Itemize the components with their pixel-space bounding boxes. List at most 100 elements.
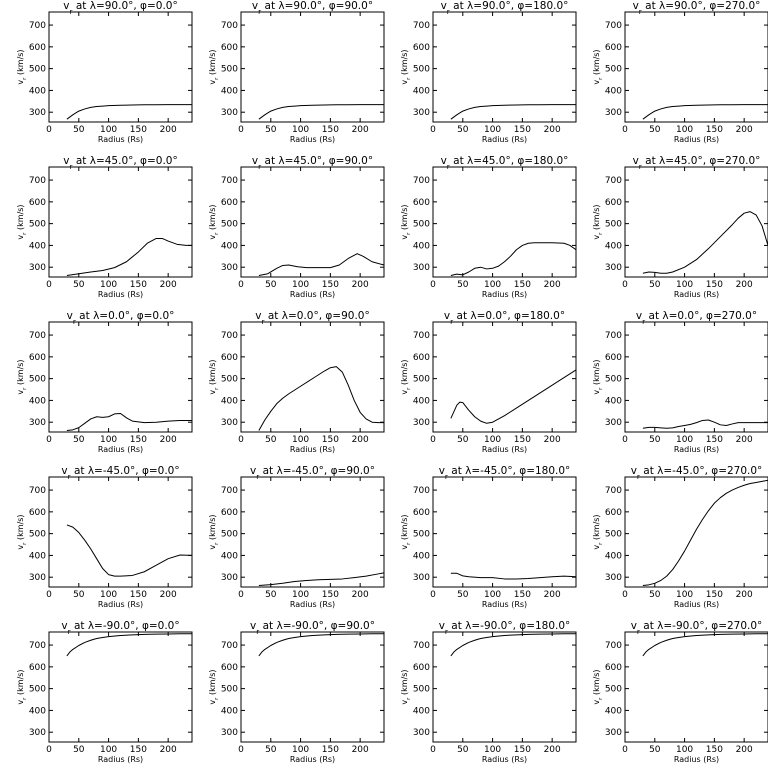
panel-title-subscript: r xyxy=(69,7,73,16)
panel-11: vr at λ=0.0°, φ=180.0°0 50 100 150 200300400… xyxy=(400,310,577,454)
x-axis-label: Radius (Rs) xyxy=(98,135,143,144)
series-line xyxy=(642,211,768,274)
x-tick-label: 0 xyxy=(238,435,244,445)
y-axis-label-rest: (km/s) xyxy=(592,669,601,697)
x-tick-label: 150 xyxy=(514,125,531,135)
panel-title-subscript: r xyxy=(258,162,262,171)
panel-20: vr at λ=-90.0°, φ=270.0°0 50 100 150 2003004… xyxy=(592,620,768,764)
series-line xyxy=(66,237,192,276)
panel-title-var: v xyxy=(441,0,447,12)
y-axis-label: vr (km/s) xyxy=(592,514,604,549)
panel-title-rest: at λ=0.0°, φ=270.0° xyxy=(645,310,757,322)
y-tick-label: 300 xyxy=(413,418,430,428)
y-tick-label: 500 xyxy=(221,375,238,385)
y-tick-label: 300 xyxy=(221,728,238,738)
y-axis-label-rest: (km/s) xyxy=(208,669,217,697)
panel-6: vr at λ=45.0°, φ=90.0°0 50 100 150 200300400… xyxy=(208,155,385,299)
x-axis-label: Radius (Rs) xyxy=(290,755,335,764)
x-axis-label: Radius (Rs) xyxy=(482,445,527,454)
panel-2: vr at λ=90.0°, φ=90.0°0 50 100 150 200300400… xyxy=(208,0,385,144)
y-axis-label-subscript: r xyxy=(214,77,220,80)
x-tick-label: 0 xyxy=(430,745,436,755)
x-tick-label: 50 xyxy=(73,435,85,445)
y-tick-label: 500 xyxy=(221,220,238,230)
plot-frame xyxy=(624,166,768,278)
y-tick-label: 700 xyxy=(605,176,622,186)
series-line xyxy=(642,479,768,586)
panel-title-subscript: r xyxy=(642,317,646,326)
y-axis-label-subscript: r xyxy=(22,77,28,80)
y-axis-label-subscript: r xyxy=(406,77,412,80)
x-axis-label: Radius (Rs) xyxy=(482,290,527,299)
y-tick-label: 500 xyxy=(29,220,46,230)
y-axis-label-var: v xyxy=(208,235,217,240)
y-tick-label: 500 xyxy=(413,220,430,230)
y-tick-label: 500 xyxy=(605,685,622,695)
x-tick-label: 0 xyxy=(46,745,52,755)
x-tick-label: 50 xyxy=(265,745,277,755)
y-axis-label-subscript: r xyxy=(406,387,412,390)
panel-title: vr at λ=90.0°, φ=180.0° xyxy=(441,0,569,16)
y-tick-label: 300 xyxy=(605,263,622,273)
x-tick-label: 200 xyxy=(544,745,561,755)
panel-title-var: v xyxy=(63,0,69,12)
x-tick-label: 0 xyxy=(622,590,628,600)
plot-frame xyxy=(624,11,768,123)
x-tick-label: 0 xyxy=(46,435,52,445)
panel-title-rest: at λ=0.0°, φ=90.0° xyxy=(265,310,370,322)
plot-frame xyxy=(624,476,768,588)
x-tick-label: 0 xyxy=(430,590,436,600)
y-tick-label: 500 xyxy=(29,685,46,695)
x-tick-label: 200 xyxy=(160,280,177,290)
x-tick-label: 50 xyxy=(649,280,661,290)
y-tick-label: 400 xyxy=(605,706,622,716)
x-tick-label: 50 xyxy=(649,125,661,135)
y-tick-label: 400 xyxy=(29,86,46,96)
y-axis-label: vr (km/s) xyxy=(400,359,412,394)
x-tick-label: 150 xyxy=(706,435,723,445)
y-tick-label: 400 xyxy=(221,396,238,406)
panel-title: vr at λ=-45.0°, φ=270.0° xyxy=(631,465,763,481)
x-tick-label: 100 xyxy=(100,125,117,135)
y-axis-label-subscript: r xyxy=(598,542,604,545)
y-axis-label: vr (km/s) xyxy=(592,359,604,394)
y-axis-label-var: v xyxy=(400,80,409,85)
y-tick-label: 500 xyxy=(413,685,430,695)
x-tick-label: 150 xyxy=(514,745,531,755)
x-tick-label: 50 xyxy=(265,280,277,290)
x-tick-label: 200 xyxy=(736,745,753,755)
panel-title-rest: at λ=-45.0°, φ=0.0° xyxy=(71,465,180,477)
x-tick-label: 100 xyxy=(292,125,309,135)
x-tick-label: 150 xyxy=(130,280,147,290)
y-tick-label: 500 xyxy=(413,530,430,540)
panel-title: vr at λ=0.0°, φ=90.0° xyxy=(255,310,369,326)
panel-title-var: v xyxy=(61,620,67,632)
plot-frame xyxy=(432,321,577,433)
y-axis-label-subscript: r xyxy=(406,542,412,545)
y-axis-label-subscript: r xyxy=(598,387,604,390)
panel-7: vr at λ=45.0°, φ=180.0°0 50 100 150 20030040… xyxy=(400,155,577,299)
x-tick-label: 150 xyxy=(322,590,339,600)
x-tick-label: 100 xyxy=(100,280,117,290)
y-axis-label: vr (km/s) xyxy=(592,669,604,704)
y-tick-label: 300 xyxy=(221,263,238,273)
x-axis-label: Radius (Rs) xyxy=(290,445,335,454)
y-tick-label: 600 xyxy=(221,353,238,363)
y-tick-label: 700 xyxy=(413,486,430,496)
panel-title: vr at λ=0.0°, φ=0.0° xyxy=(67,310,175,326)
y-axis-label: vr (km/s) xyxy=(400,49,412,84)
y-tick-label: 300 xyxy=(29,418,46,428)
y-axis-label-var: v xyxy=(400,545,409,550)
y-axis-label-rest: (km/s) xyxy=(16,359,25,387)
panel-title-rest: at λ=45.0°, φ=270.0° xyxy=(642,155,761,167)
x-tick-label: 50 xyxy=(457,280,469,290)
x-tick-label: 150 xyxy=(130,435,147,445)
y-axis-label-var: v xyxy=(592,80,601,85)
y-axis-label-subscript: r xyxy=(214,697,220,700)
y-tick-label: 400 xyxy=(29,706,46,716)
y-tick-label: 600 xyxy=(221,198,238,208)
panel-title-var: v xyxy=(252,155,258,167)
panel-title-rest: at λ=-90.0°, φ=0.0° xyxy=(71,620,180,632)
y-tick-label: 700 xyxy=(605,331,622,341)
